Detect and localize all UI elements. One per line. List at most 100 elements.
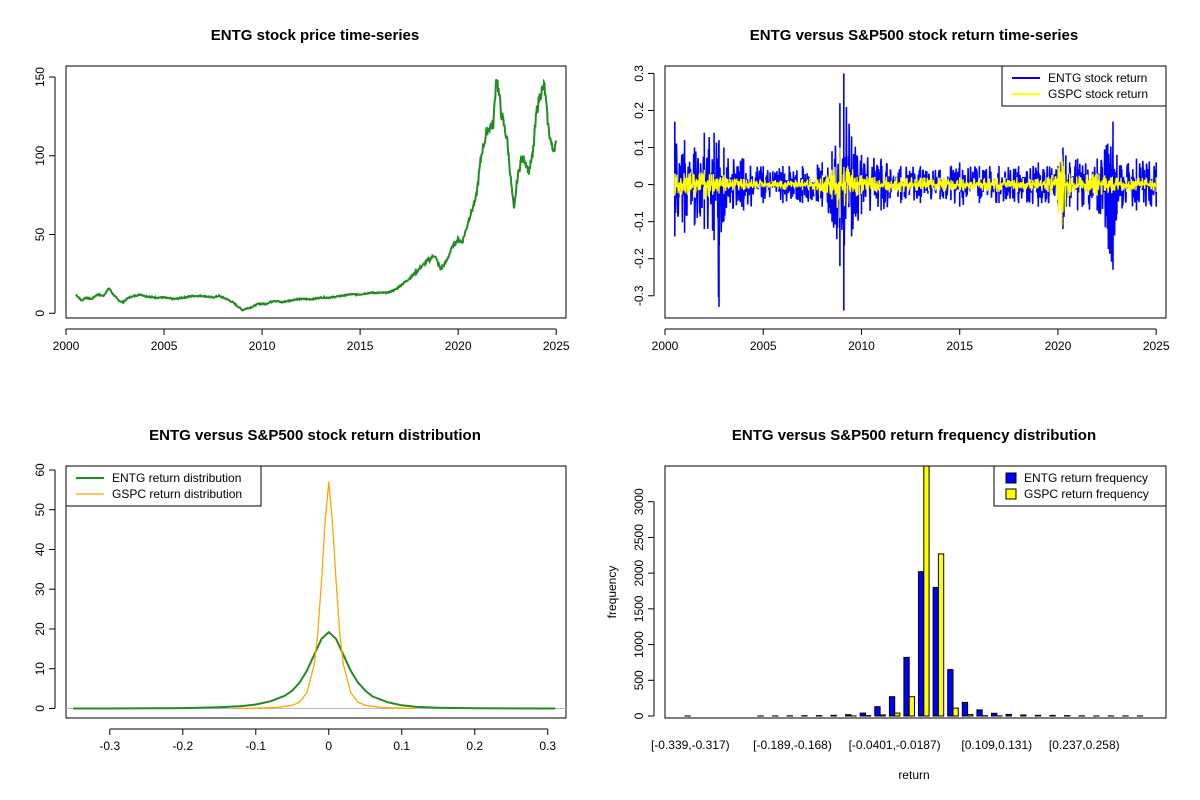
price-chart-panel: ENTG stock price time-series 2000 2005 201…: [33, 27, 570, 353]
entg-frequency-bar: [947, 669, 954, 717]
density-x-tick-label: 0: [325, 739, 332, 753]
returns-y-tick-label: 0.2: [632, 102, 646, 119]
frequency-x-tick-label: [-0.0401,-0.0187): [849, 738, 941, 752]
returns-x-tick-label: 2000: [652, 339, 679, 353]
density-y-tick-label: 40: [33, 542, 47, 556]
return-timeseries-panel: ENTG versus S&P500 stock return time-ser…: [632, 27, 1170, 353]
frequency-x-tick-label: [-0.189,-0.168): [753, 738, 832, 752]
gspc-frequency-bar: [894, 712, 901, 717]
frequency-y-axis-label: frequency: [605, 566, 619, 619]
entg-frequency-bar: [976, 709, 983, 717]
density-y-tick-label: 30: [33, 582, 47, 596]
density-x-tick-label: -0.1: [245, 739, 266, 753]
density-x-tick-label: 0.3: [539, 739, 556, 753]
price-x-tick-label: 2015: [347, 339, 374, 353]
gspc-density-line: [233, 481, 417, 710]
returns-x-tick-label: 2015: [946, 339, 973, 353]
entg-frequency-bar: [903, 656, 910, 717]
density-x-tick-label: 0.2: [466, 739, 483, 753]
gspc-frequency-bar: [937, 553, 945, 717]
price-y-tick-label: 0: [33, 310, 47, 317]
density-x-tick-label: -0.3: [99, 739, 120, 753]
frequency-legend-swatch: [1005, 488, 1017, 500]
return-timeseries-title: ENTG versus S&P500 stock return time-ser…: [750, 27, 1078, 44]
gspc-frequency-bar: [923, 465, 930, 717]
frequency-y-tick-label: 1500: [632, 595, 646, 622]
entg-frequency-bar: [859, 712, 867, 717]
gspc-frequency-bar: [967, 714, 974, 717]
price-x-tick-label: 2010: [249, 339, 276, 353]
entg-frequency-bar: [845, 714, 852, 717]
frequency-distribution-panel: ENTG versus S&P500 return frequency dist…: [605, 427, 1167, 782]
entg-frequency-bar: [830, 714, 837, 717]
density-y-tick-label: 0: [33, 705, 47, 712]
return-distribution-panel: ENTG versus S&P500 stock return distribu…: [33, 427, 567, 753]
returns-plot-frame: [664, 65, 1167, 319]
entg-frequency-bar: [888, 696, 896, 717]
returns-y-tick-label: 0.3: [632, 65, 646, 82]
gspc-return-series-line: [674, 147, 1157, 226]
frequency-y-tick-label: 3000: [632, 488, 646, 515]
frequency-legend-box: [993, 465, 1167, 507]
density-legend-label: GSPC return distribution: [112, 487, 242, 501]
price-chart-title: ENTG stock price time-series: [211, 27, 419, 44]
returns-legend-box: [1001, 65, 1167, 107]
entg-frequency-bar: [1034, 714, 1042, 717]
price-y-tick-label: 100: [33, 145, 47, 165]
returns-y-tick-label: -0.2: [632, 248, 646, 269]
entg-frequency-bar: [874, 706, 881, 717]
density-y-tick-label: 60: [33, 463, 47, 477]
frequency-y-tick-label: 0: [632, 712, 646, 719]
frequency-y-tick-label: 1000: [632, 631, 646, 658]
entg-frequency-bar: [1005, 713, 1012, 717]
price-x-tick-label: 2000: [53, 339, 80, 353]
density-y-tick-label: 20: [33, 622, 47, 636]
density-legend-box: [65, 465, 262, 507]
price-series-line: [75, 78, 558, 312]
entg-frequency-bar: [932, 586, 939, 717]
frequency-x-tick-label: [0.237,0.258): [1049, 738, 1120, 752]
density-x-tick-label: -0.2: [172, 739, 193, 753]
frequency-legend-swatch: [1005, 472, 1017, 484]
entg-frequency-bar: [918, 571, 925, 717]
entg-frequency-bar: [961, 701, 969, 717]
returns-y-tick-label: 0: [632, 181, 646, 188]
density-y-tick-label: 50: [33, 503, 47, 517]
returns-x-tick-label: 2020: [1045, 339, 1072, 353]
frequency-legend-label: ENTG return frequency: [1024, 471, 1148, 485]
gspc-frequency-bar: [908, 696, 916, 717]
returns-legend-label: GSPC stock return: [1048, 87, 1148, 101]
returns-x-tick-label: 2010: [848, 339, 875, 353]
returns-x-tick-label: 2005: [750, 339, 777, 353]
returns-legend-label: ENTG stock return: [1048, 71, 1147, 85]
returns-y-tick-label: 0.1: [632, 139, 646, 156]
frequency-legend-label: GSPC return frequency: [1024, 487, 1149, 501]
price-y-tick-label: 50: [33, 228, 47, 242]
price-x-tick-label: 2025: [543, 339, 570, 353]
density-y-tick-label: 10: [33, 662, 47, 676]
price-x-tick-label: 2020: [445, 339, 472, 353]
frequency-y-tick-label: 2000: [632, 559, 646, 586]
density-legend-label: ENTG return distribution: [112, 471, 241, 485]
frequency-plot-frame: [664, 465, 1167, 719]
gspc-frequency-bar: [952, 707, 959, 717]
frequency-distribution-title: ENTG versus S&P500 return frequency dist…: [732, 427, 1096, 444]
entg-frequency-bar: [1049, 714, 1056, 717]
price-y-tick-label: 150: [33, 67, 47, 87]
entg-density-line: [73, 631, 556, 710]
gspc-frequency-bar: [879, 714, 886, 717]
price-plot-frame: [65, 65, 567, 319]
returns-y-tick-label: -0.1: [632, 211, 646, 232]
frequency-y-tick-label: 2500: [632, 524, 646, 551]
entg-return-series-line: [674, 73, 1157, 311]
density-x-tick-label: 0.1: [393, 739, 410, 753]
frequency-y-tick-label: 500: [632, 670, 646, 690]
density-plot-frame: [65, 465, 567, 719]
frequency-x-tick-label: [0.109,0.131): [961, 738, 1032, 752]
price-x-tick-label: 2005: [151, 339, 178, 353]
frequency-x-tick-label: [-0.339,-0.317): [651, 738, 730, 752]
entg-frequency-bar: [991, 712, 998, 717]
frequency-x-axis-label: return: [898, 768, 929, 782]
return-distribution-title: ENTG versus S&P500 stock return distribu…: [149, 427, 481, 444]
